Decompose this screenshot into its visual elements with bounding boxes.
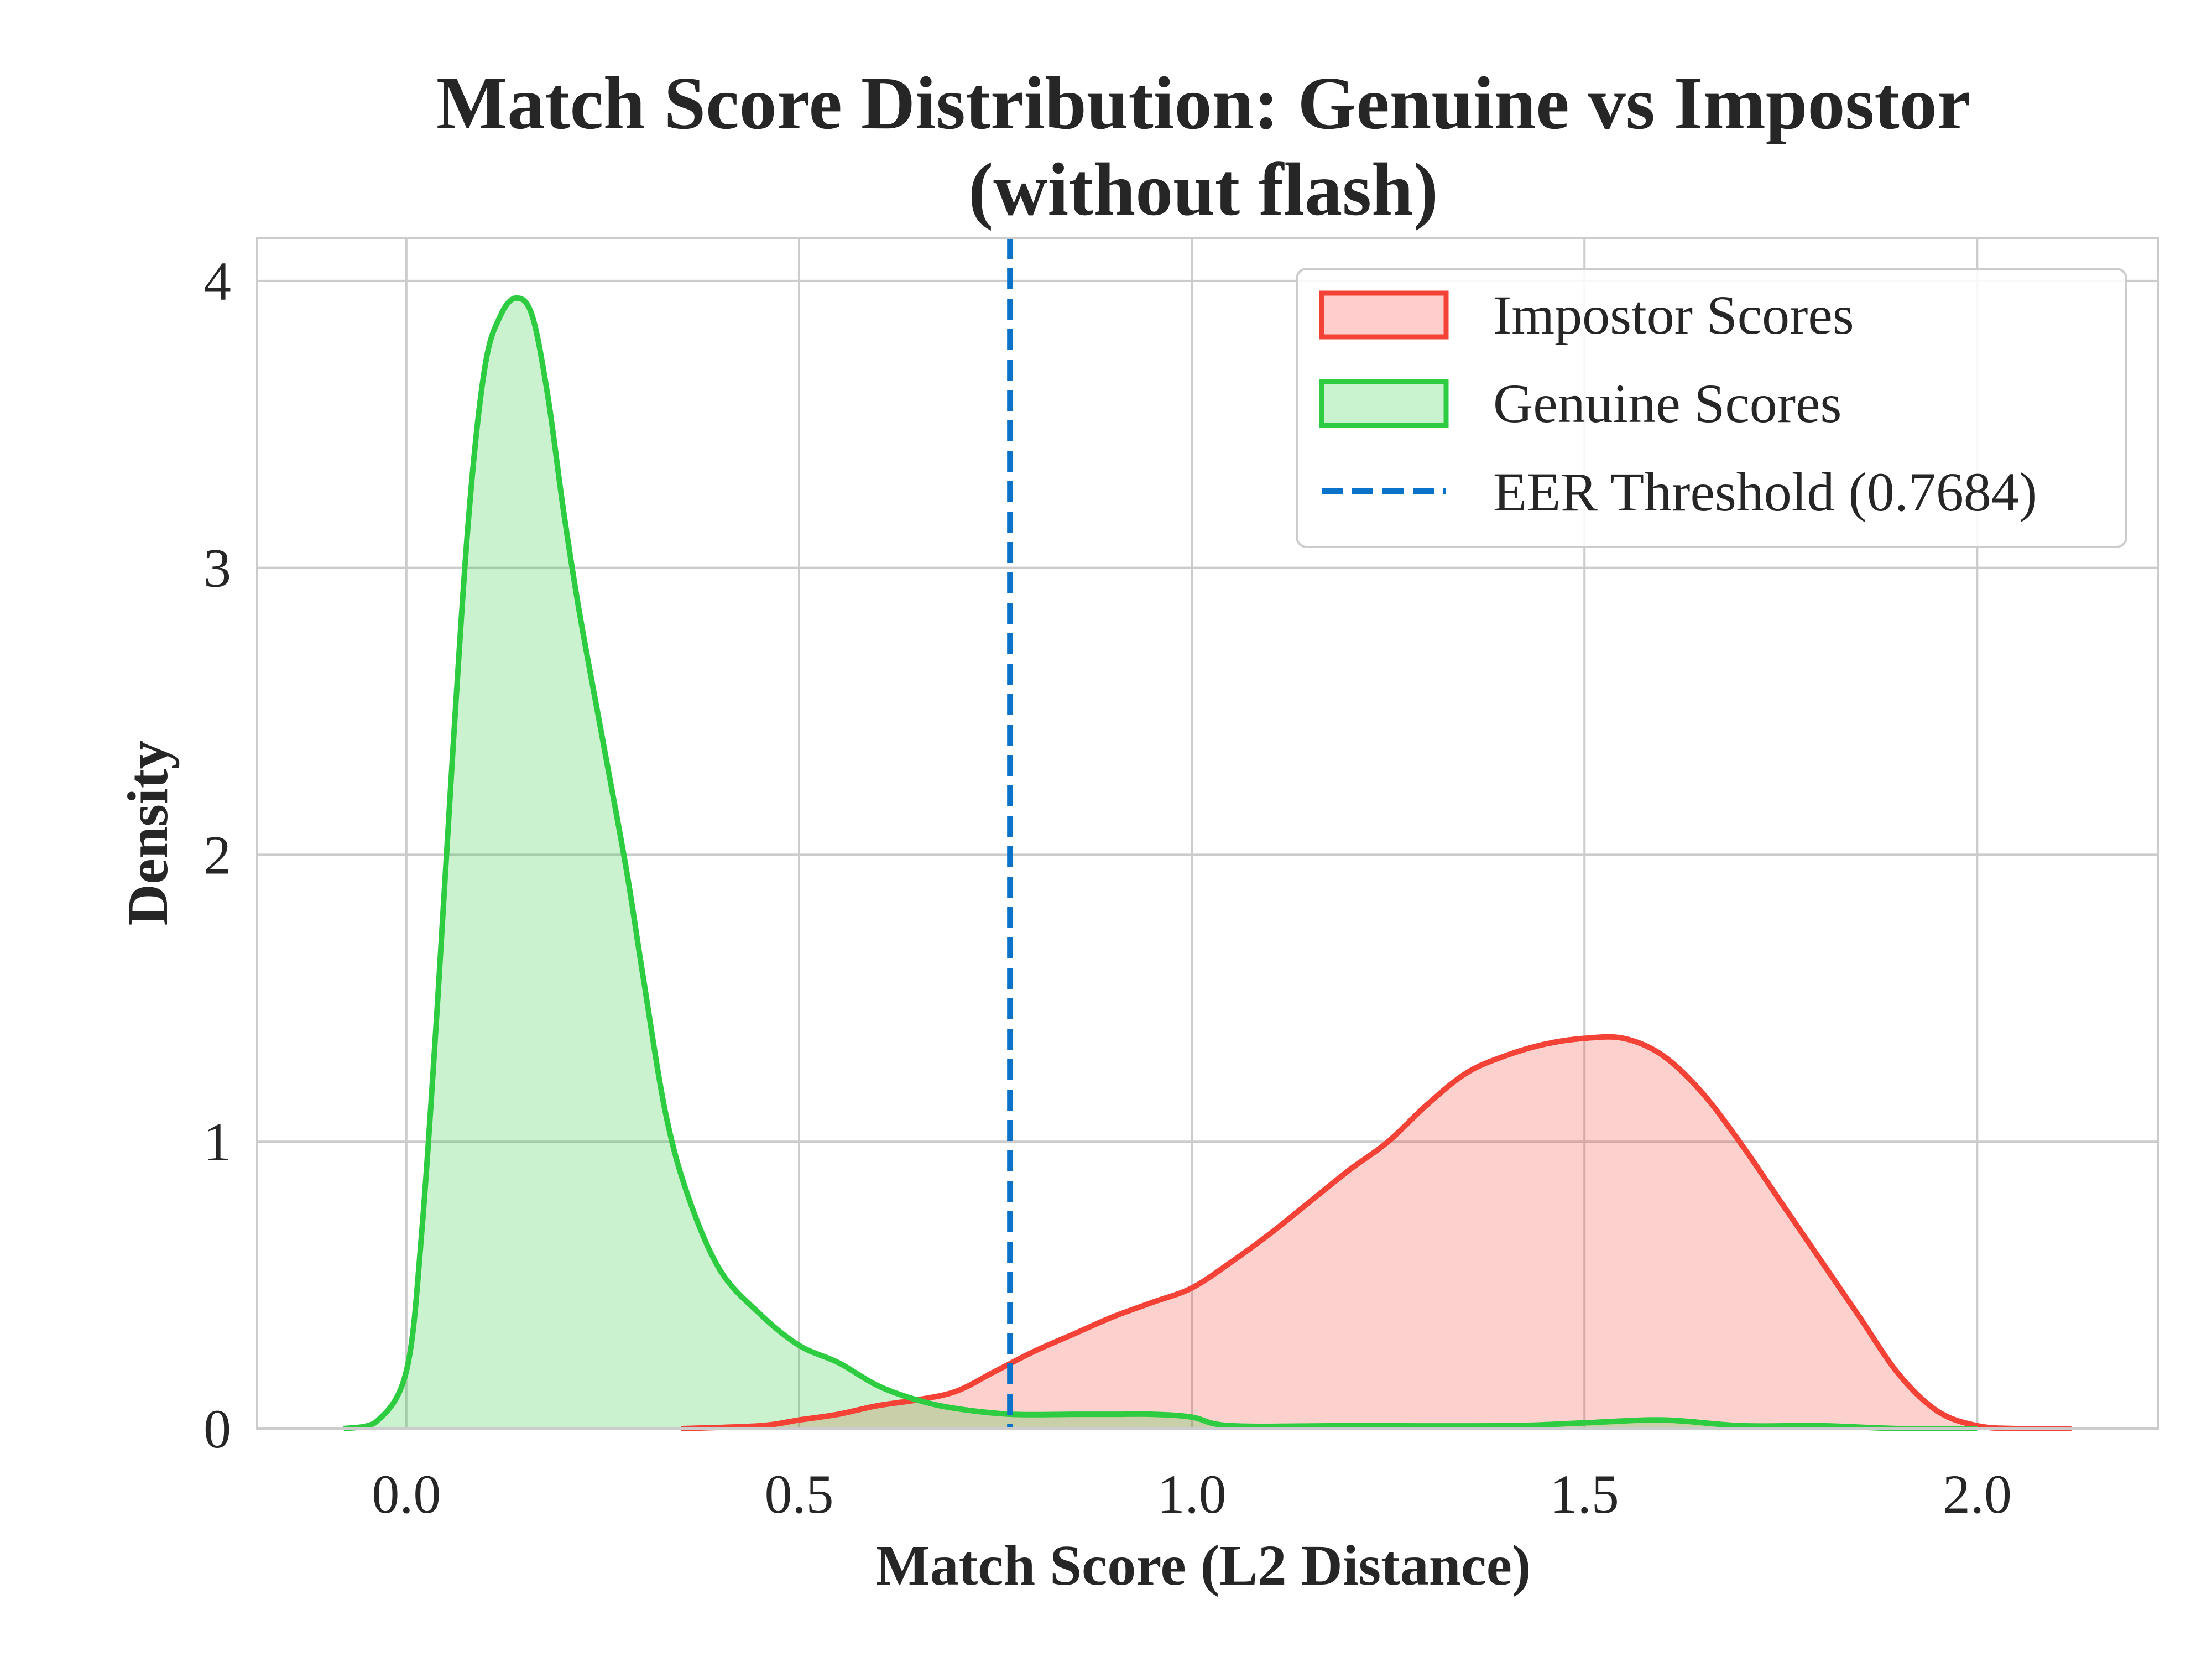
x-tick-label: 0.5 (764, 1463, 833, 1525)
legend: Impostor Scores Genuine Scores EER Thres… (1296, 268, 2127, 548)
impostor-density-area (681, 1036, 2072, 1429)
y-tick-label: 4 (204, 251, 231, 312)
series-areas (343, 298, 2072, 1429)
y-tick-label: 2 (204, 824, 231, 885)
legend-swatch-genuine (1319, 379, 1449, 428)
legend-label-impostor: Impostor Scores (1493, 284, 1854, 346)
impostor-density-line (681, 1034, 2072, 1432)
chart-title-line-1: Match Score Distribution: Genuine vs Imp… (436, 62, 1970, 145)
genuine-density-line (343, 295, 1978, 1432)
legend-label-genuine: Genuine Scores (1493, 373, 1841, 434)
y-tick-label: 3 (204, 538, 231, 599)
series-lines (343, 295, 2072, 1432)
x-tick-label: 2.0 (1943, 1463, 2012, 1525)
plot-frame (256, 237, 2159, 1430)
x-tick-label: 1.5 (1550, 1463, 1619, 1525)
legend-swatch-impostor (1319, 290, 1449, 340)
legend-box (1296, 268, 2127, 548)
y-axis-label: Density (116, 740, 180, 925)
chart-title-line-2: (without flash) (968, 148, 1438, 231)
x-tick-label: 1.0 (1157, 1463, 1227, 1525)
genuine-density-area (343, 298, 1978, 1429)
tick-labels: 0.0 0.5 1.0 1.5 2.0 0 1 2 3 4 (204, 251, 2012, 1525)
y-tick-label: 0 (204, 1398, 231, 1460)
legend-label-threshold: EER Threshold (0.7684) (1493, 461, 2037, 523)
y-tick-label: 1 (204, 1111, 231, 1173)
x-tick-label: 0.0 (372, 1463, 441, 1525)
x-axis-label: Match Score (L2 Distance) (875, 1534, 1531, 1597)
